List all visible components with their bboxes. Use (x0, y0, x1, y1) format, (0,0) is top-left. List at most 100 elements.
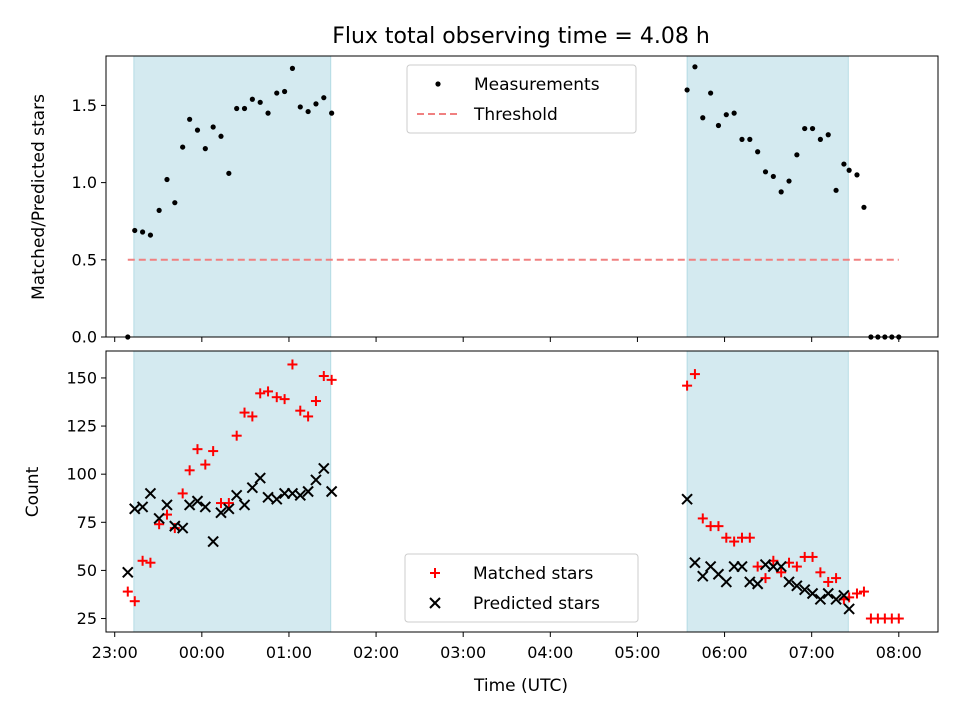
measurement-point (833, 187, 839, 193)
x-axis-label: Time (UTC) (473, 676, 568, 696)
measurement-point (313, 101, 319, 107)
measurement-point (274, 90, 280, 96)
chart-title: Flux total observing time = 4.08 h (332, 24, 710, 49)
measurement-point (715, 122, 722, 129)
matched-stars-point (255, 388, 266, 399)
measurement-point (147, 232, 154, 238)
matched-stars-point (154, 519, 165, 530)
matched-stars-point (729, 536, 740, 547)
matched-stars-point (893, 613, 904, 624)
matched-stars-point (851, 588, 862, 599)
matched-stars-point (145, 557, 156, 568)
predicted-stars-point (681, 493, 693, 505)
panel-ratio: 0.0 0.5 1.0 1.5 Matched/Predicted stars Mea… (29, 55, 939, 347)
predicted-stars-point (238, 499, 251, 511)
predicted-stars-point (302, 485, 314, 498)
x-tick-label: 05:00 (614, 643, 660, 662)
matched-stars-point (760, 573, 771, 584)
predicted-stars-point (822, 587, 834, 600)
matched-stars-point (184, 465, 195, 476)
x-tick-label: 07:00 (789, 643, 835, 662)
predicted-stars-point (161, 499, 173, 511)
panel-ratio-ylabel: Matched/Predicted stars (29, 94, 49, 300)
matched-stars-point (310, 396, 321, 407)
measurement-point (731, 110, 737, 116)
matched-stars-point (721, 532, 732, 543)
x-tick-label: 04:00 (527, 643, 573, 662)
measurement-point (249, 96, 255, 102)
measurement-point (770, 173, 776, 180)
observing-window-shade (686, 55, 849, 338)
y-tick-label: 150 (66, 368, 97, 387)
x-tick-label: 02:00 (353, 643, 399, 662)
matched-stars-point (807, 551, 818, 562)
panel-count-ylabel: Count (23, 466, 43, 517)
matched-stars-point (295, 405, 306, 416)
predicted-stars-point (310, 474, 322, 486)
matched-stars-point (823, 576, 834, 587)
measurement-point (202, 146, 208, 152)
observing-window-shade (686, 350, 849, 633)
matched-stars-point (791, 561, 802, 572)
matched-stars-point (303, 411, 314, 422)
panel-ratio-legend: Measurements Threshold (406, 64, 637, 134)
measurement-point (802, 125, 808, 132)
matched-stars-point (263, 386, 274, 397)
measurement-point (265, 110, 271, 116)
matched-stars-point (271, 392, 282, 403)
measurement-point (226, 170, 232, 176)
y-tick-label: 100 (66, 465, 97, 484)
legend-predicted-marker (429, 597, 441, 609)
matched-stars-point (858, 586, 869, 597)
matched-stars-point (137, 555, 148, 566)
x-tick-label: 23:00 (92, 643, 138, 662)
matched-stars-point (129, 596, 140, 607)
measurement-point (218, 133, 224, 139)
matched-stars-point (831, 573, 842, 584)
measurement-point (747, 136, 753, 142)
predicted-stars-point (191, 495, 204, 507)
predicted-stars-point (262, 491, 274, 503)
matched-stars-point (192, 444, 203, 455)
measurement-point (234, 105, 240, 112)
predicted-stars-point (806, 587, 819, 600)
matched-stars-point (776, 567, 787, 578)
measurement-point (139, 229, 146, 235)
measurement-point (708, 90, 714, 96)
y-tick-label: 50 (77, 561, 97, 580)
matched-stars-point (713, 521, 724, 532)
measurement-point (786, 178, 792, 184)
predicted-stars-point (736, 560, 748, 573)
measurement-point (257, 99, 263, 105)
y-tick-label: 75 (77, 513, 97, 532)
matched-stars-point (122, 586, 133, 597)
panel-ratio-frame (105, 55, 939, 338)
measurement-point (762, 169, 769, 175)
measurement-point (297, 104, 303, 110)
y-tick-label: 125 (66, 417, 97, 436)
x-tick-label: 01:00 (266, 643, 312, 662)
measurement-point (692, 64, 698, 70)
predicted-stars-point (207, 535, 219, 548)
matched-stars-point (287, 359, 298, 370)
y-tick-label: 0.0 (72, 328, 97, 347)
legend-measurements-marker (435, 81, 441, 87)
measurement-point (825, 132, 831, 138)
matched-stars-point (247, 411, 258, 422)
measurement-point (210, 124, 216, 130)
predicted-stars-point (271, 493, 283, 505)
legend-measurements-label: Measurements (474, 75, 600, 95)
measurement-point (156, 207, 162, 213)
y-tick-label: 0.5 (72, 250, 97, 269)
measurement-point (846, 167, 852, 173)
measurement-point (194, 127, 201, 133)
matched-stars-point (239, 407, 250, 418)
matched-stars-point (744, 532, 755, 543)
predicted-stars-point (230, 489, 243, 502)
predicted-stars-point (830, 593, 842, 605)
predicted-stars-point (783, 576, 795, 588)
measurement-point (861, 204, 867, 210)
x-tick-label: 00:00 (179, 643, 225, 662)
measurement-point (289, 65, 296, 71)
